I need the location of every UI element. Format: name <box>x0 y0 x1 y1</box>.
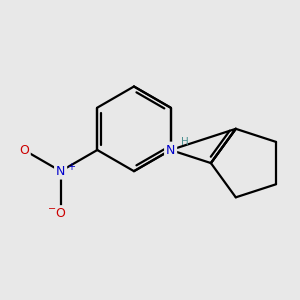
Text: O: O <box>19 143 29 157</box>
Text: N: N <box>56 165 65 178</box>
Text: O: O <box>56 207 66 220</box>
Text: −: − <box>48 204 56 214</box>
Text: H: H <box>181 137 189 147</box>
Text: +: + <box>67 162 75 172</box>
Text: N: N <box>166 143 175 157</box>
